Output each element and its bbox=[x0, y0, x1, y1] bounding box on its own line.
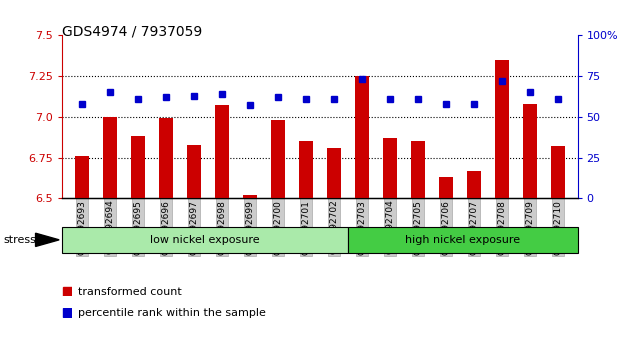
Text: high nickel exposure: high nickel exposure bbox=[406, 235, 520, 245]
Bar bbox=[102, 117, 117, 198]
Text: percentile rank within the sample: percentile rank within the sample bbox=[78, 308, 266, 318]
Bar bbox=[411, 141, 425, 198]
Text: GDS4974 / 7937059: GDS4974 / 7937059 bbox=[62, 25, 202, 39]
FancyBboxPatch shape bbox=[348, 227, 578, 253]
Bar bbox=[495, 60, 509, 198]
Text: stress: stress bbox=[3, 235, 36, 245]
Bar bbox=[327, 148, 341, 198]
Bar bbox=[439, 177, 453, 198]
Bar bbox=[131, 136, 145, 198]
Text: low nickel exposure: low nickel exposure bbox=[150, 235, 260, 245]
Text: transformed count: transformed count bbox=[78, 287, 181, 297]
Bar bbox=[467, 171, 481, 198]
Polygon shape bbox=[35, 233, 59, 246]
Bar bbox=[271, 120, 285, 198]
Bar bbox=[75, 156, 89, 198]
Bar bbox=[523, 104, 537, 198]
Bar bbox=[355, 76, 369, 198]
Bar bbox=[551, 146, 565, 198]
Bar bbox=[243, 195, 257, 198]
FancyBboxPatch shape bbox=[62, 227, 348, 253]
Bar bbox=[299, 141, 313, 198]
Bar bbox=[215, 105, 229, 198]
Bar bbox=[159, 119, 173, 198]
Bar bbox=[383, 138, 397, 198]
Bar bbox=[187, 144, 201, 198]
